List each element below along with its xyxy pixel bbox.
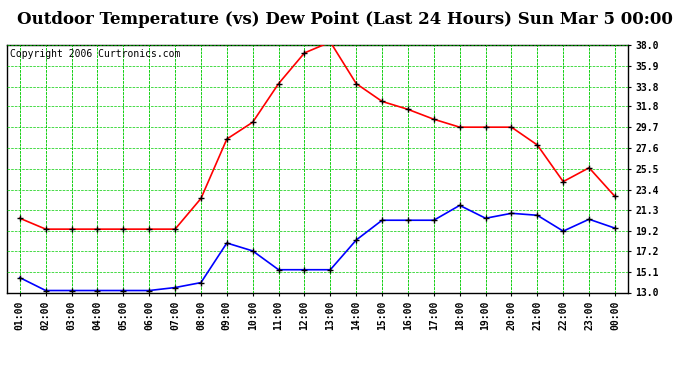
Text: Copyright 2006 Curtronics.com: Copyright 2006 Curtronics.com (10, 49, 180, 59)
Text: Outdoor Temperature (vs) Dew Point (Last 24 Hours) Sun Mar 5 00:00: Outdoor Temperature (vs) Dew Point (Last… (17, 11, 673, 28)
